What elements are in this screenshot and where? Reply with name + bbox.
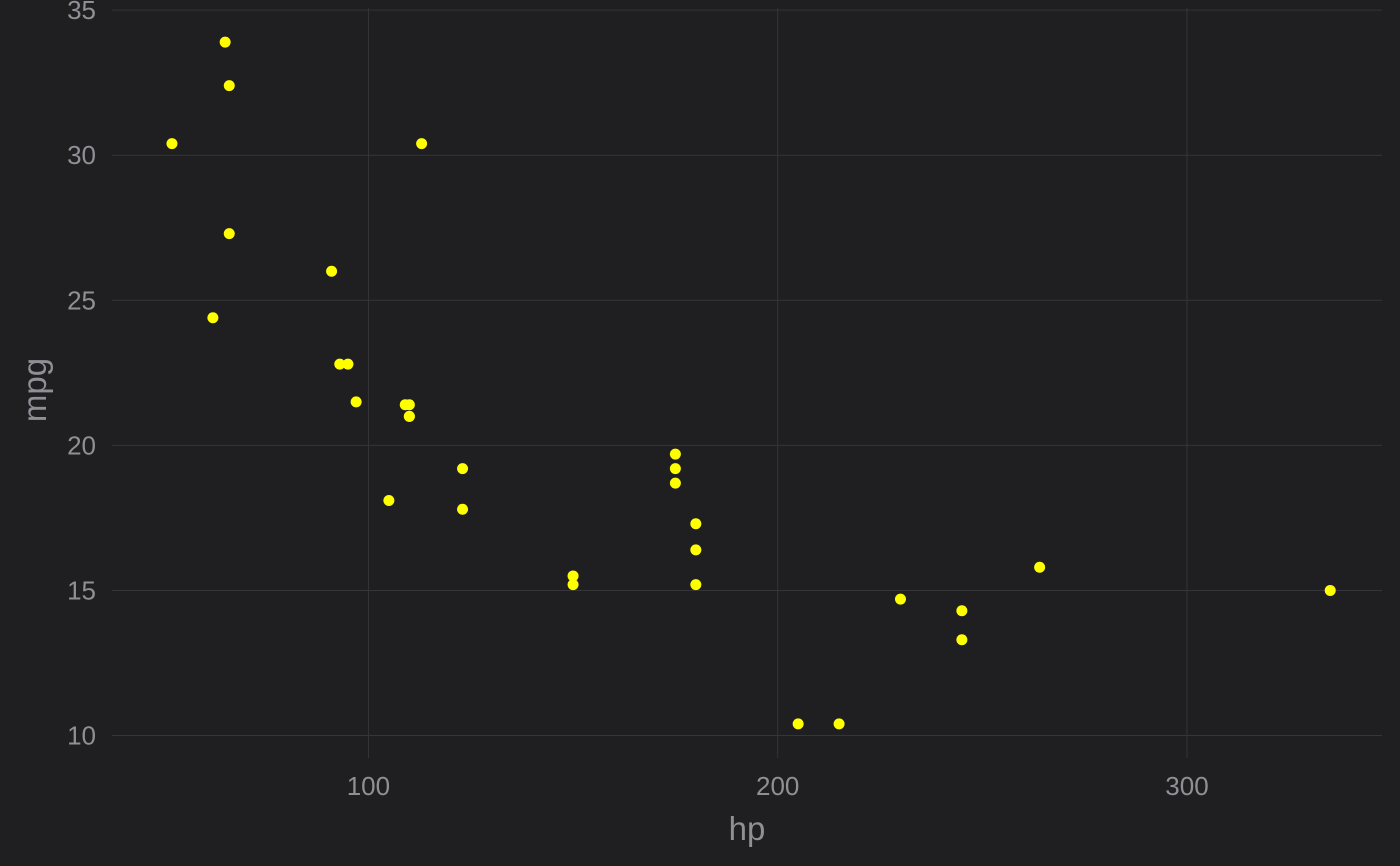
data-point [416, 138, 428, 150]
data-point [956, 605, 968, 617]
data-point [833, 718, 845, 730]
data-point [669, 477, 681, 489]
data-point [669, 463, 681, 475]
y-tick-label: 35 [67, 0, 96, 25]
data-point [403, 410, 415, 422]
y-tick-label: 25 [67, 285, 96, 315]
data-point [567, 579, 579, 591]
data-point [334, 358, 346, 370]
data-point [457, 503, 469, 515]
data-point [669, 448, 681, 460]
data-point [342, 358, 354, 370]
y-tick-label: 10 [67, 721, 96, 751]
data-point [1034, 561, 1046, 573]
y-tick-label: 20 [67, 430, 96, 460]
tick-labels: 10 15 20 25 30 35 100 200 300 [67, 0, 1209, 801]
data-point [207, 312, 219, 324]
data-point [792, 718, 804, 730]
data-point [223, 228, 235, 240]
data-point [1324, 584, 1336, 596]
data-point [690, 579, 702, 591]
data-point [166, 138, 178, 150]
y-axis-title: mpg [16, 358, 53, 422]
y-tick-label: 30 [67, 140, 96, 170]
data-point [567, 570, 579, 582]
data-point [690, 518, 702, 530]
x-tick-label: 100 [347, 771, 390, 801]
data-point [219, 36, 231, 48]
x-axis-title: hp [729, 810, 766, 847]
data-point [956, 634, 968, 646]
data-point [326, 265, 338, 277]
data-point [894, 593, 906, 605]
data-point [399, 399, 411, 411]
data-point [383, 495, 395, 507]
data-point [690, 544, 702, 556]
x-tick-label: 200 [756, 771, 799, 801]
data-point [223, 80, 235, 92]
data-point [457, 463, 469, 475]
x-tick-label: 300 [1165, 771, 1208, 801]
data-points [166, 36, 1336, 730]
grid [112, 8, 1382, 758]
y-tick-label: 15 [67, 575, 96, 605]
data-point [350, 396, 362, 408]
